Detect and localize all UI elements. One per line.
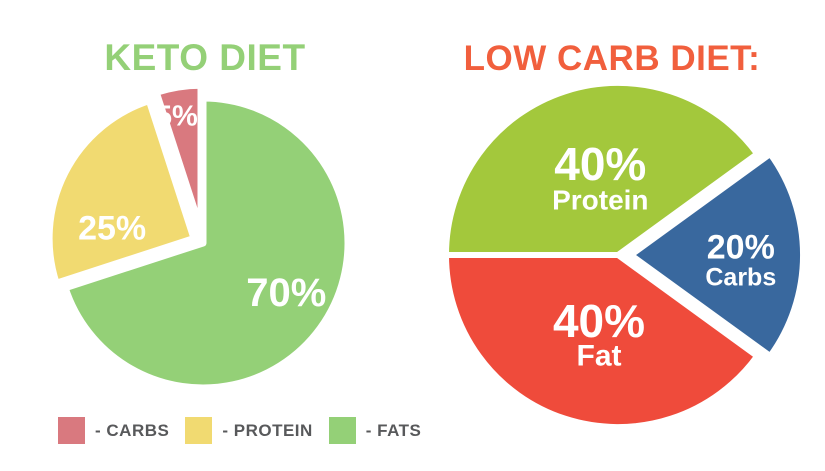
legend-item-protein: - PROTEIN <box>185 417 312 444</box>
pie-slice-protein <box>443 79 761 258</box>
keto-legend: - CARBS - PROTEIN - FATS <box>58 417 421 444</box>
pie-slice-carbs <box>628 150 807 360</box>
fats-color-swatch <box>328 417 356 444</box>
pie-slice-protein <box>45 97 198 287</box>
pie-value-label-fat: 40% <box>553 295 645 347</box>
pie-value-label-carbs: 20% <box>707 228 775 266</box>
pie-value-label-carbs: 5% <box>156 101 198 133</box>
carbs-color-swatch <box>58 417 85 444</box>
carbs-legend-label: - CARBS <box>95 420 170 440</box>
legend-item-carbs: - CARBS <box>58 417 169 444</box>
pie-slice-fats <box>61 94 352 392</box>
protein-legend-label: - PROTEIN <box>222 420 313 440</box>
low-carb-diet-title: LOW CARB DIET: <box>463 39 761 78</box>
keto-diet-title: KETO DIET <box>104 37 306 78</box>
fats-legend-label: - FATS <box>365 420 422 440</box>
pie-slice-fat <box>443 252 761 431</box>
keto-diet-pie-chart: 70% 25% 5% <box>45 85 352 392</box>
pie-slice-carbs <box>152 85 205 234</box>
pie-name-label-carbs: Carbs <box>705 263 776 291</box>
pie-name-label-fat: Fat <box>577 340 622 373</box>
protein-color-swatch <box>185 417 213 444</box>
pie-value-label-protein: 40% <box>554 138 646 190</box>
pie-name-label-protein: Protein <box>552 184 648 215</box>
pie-value-label-protein: 25% <box>78 209 146 247</box>
legend-item-fats: - FATS <box>328 417 422 444</box>
pie-value-label-fats: 70% <box>246 271 326 315</box>
